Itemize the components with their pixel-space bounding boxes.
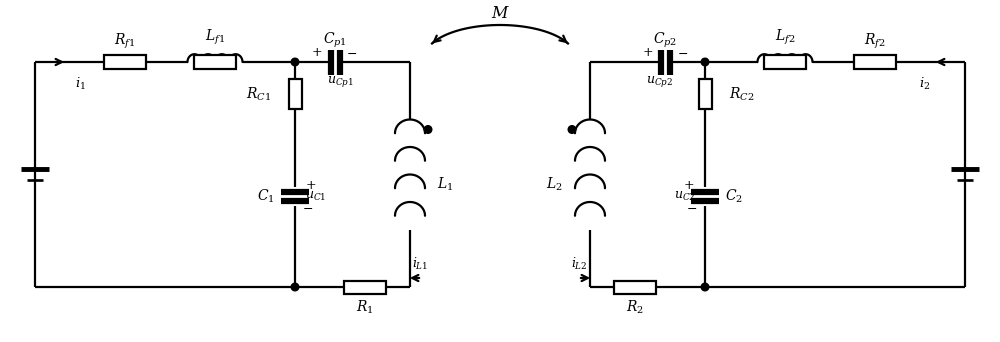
Text: $-$: $-$ (686, 202, 698, 215)
Text: $+$: $+$ (683, 179, 695, 192)
Circle shape (291, 283, 299, 291)
Text: $i_{L2}$: $i_{L2}$ (571, 256, 588, 272)
Text: $R_{f1}$: $R_{f1}$ (114, 31, 136, 51)
Text: $i_{L1}$: $i_{L1}$ (412, 256, 428, 272)
Circle shape (424, 126, 432, 133)
Bar (194, 55, 236, 68)
Bar (854, 55, 896, 68)
Text: $C_2$: $C_2$ (725, 188, 743, 205)
Bar (288, 79, 302, 109)
Text: $u_{C1}$: $u_{C1}$ (305, 190, 326, 203)
Text: $L_1$: $L_1$ (437, 176, 453, 193)
Text: $C_{p1}$: $C_{p1}$ (323, 30, 347, 50)
Bar (344, 280, 386, 293)
Text: $R_{C2}$: $R_{C2}$ (729, 85, 754, 103)
Text: $R_{f2}$: $R_{f2}$ (864, 31, 886, 51)
Text: $i_2$: $i_2$ (919, 76, 931, 92)
Circle shape (291, 58, 299, 66)
Text: $C_1$: $C_1$ (257, 188, 275, 205)
Text: $+$: $+$ (311, 47, 323, 60)
Text: $u_{Cp2}$: $u_{Cp2}$ (646, 75, 674, 90)
Text: $u_{Cp1}$: $u_{Cp1}$ (327, 75, 353, 90)
Circle shape (701, 283, 709, 291)
Text: $-$: $-$ (677, 47, 689, 60)
Text: $u_{C2}$: $u_{C2}$ (674, 190, 695, 203)
Text: $-$: $-$ (346, 47, 358, 60)
Text: $-$: $-$ (302, 202, 314, 215)
Text: $L_{f2}$: $L_{f2}$ (775, 27, 795, 47)
Text: $C_{p2}$: $C_{p2}$ (653, 30, 677, 50)
Text: $L_{f1}$: $L_{f1}$ (205, 27, 225, 47)
Text: $M$: $M$ (491, 5, 509, 23)
Bar (614, 280, 656, 293)
Text: $R_1$: $R_1$ (356, 298, 374, 316)
Bar (698, 79, 712, 109)
Text: $R_{C1}$: $R_{C1}$ (246, 85, 271, 103)
Text: $+$: $+$ (305, 179, 317, 192)
Text: $L_2$: $L_2$ (546, 176, 563, 193)
Text: $i_1$: $i_1$ (75, 76, 85, 92)
Text: $+$: $+$ (642, 47, 654, 60)
Bar (104, 55, 146, 68)
Text: $R_2$: $R_2$ (626, 298, 644, 316)
Bar (764, 55, 806, 68)
Circle shape (701, 58, 709, 66)
Circle shape (568, 126, 576, 133)
